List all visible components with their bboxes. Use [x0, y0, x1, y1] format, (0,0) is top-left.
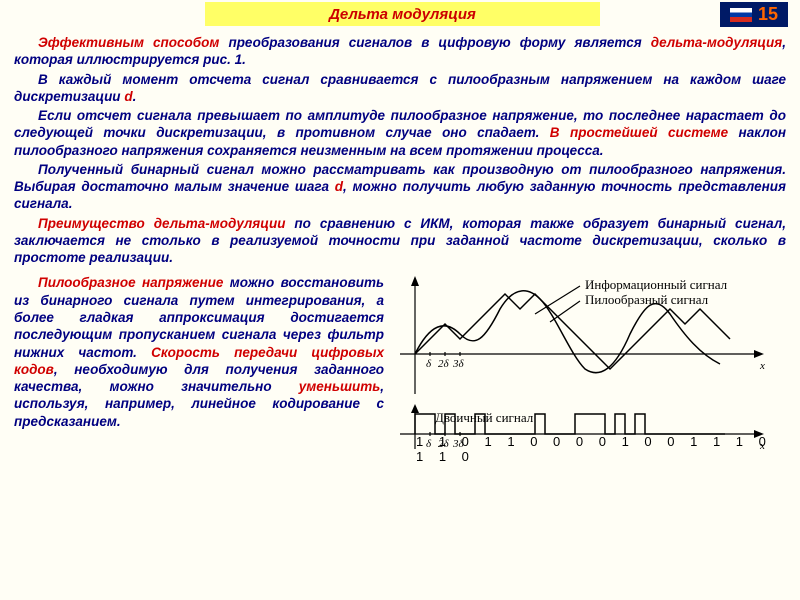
page-number-badge: 15 [720, 2, 788, 27]
bit-sequence: 1 1 0 1 1 0 0 0 0 1 0 0 1 1 1 0 1 1 0 [416, 434, 790, 464]
tick-2delta: 2δ [438, 358, 450, 370]
page-title: Дельта модуляция [205, 2, 600, 26]
p1-hl1: Эффективным способом [38, 35, 219, 50]
p2-t2: . [133, 89, 137, 104]
p1-t1: преобразования сигналов в цифровую форму… [219, 35, 650, 50]
legend-saw-signal: Пилообразный сигнал [585, 292, 709, 307]
lp-hl3: уменьшить [299, 379, 380, 394]
delta-modulation-chart: δ 2δ 3δ x Информационный сигнал Пилообра… [390, 274, 790, 462]
lower-text: Пилообразное напряжение можно восстанови… [14, 274, 384, 462]
page-number: 15 [758, 4, 778, 25]
legend-info-signal: Информационный сигнал [585, 277, 728, 292]
p5-hl1: Преимущество дельта-модуляции [38, 216, 285, 231]
p1-hl2: дельта-модуляция [651, 35, 782, 50]
axis-x-label: x [759, 360, 765, 372]
tick-3delta: 3δ [452, 358, 465, 370]
signal-chart: δ 2δ 3δ x Информационный сигнал Пилообра… [390, 274, 785, 404]
tick-delta: δ [426, 358, 432, 370]
main-text: Эффективным способом преобразования сигн… [0, 28, 800, 272]
lp-hl1: Пилообразное напряжение [38, 275, 223, 290]
p3-hl1: В простейшей системе [550, 125, 728, 140]
p2-hl1: d [124, 89, 132, 104]
p4-hl1: d [335, 179, 343, 194]
flag-icon [730, 8, 752, 22]
legend-binary-signal: Двоичный сигнал [435, 410, 534, 425]
